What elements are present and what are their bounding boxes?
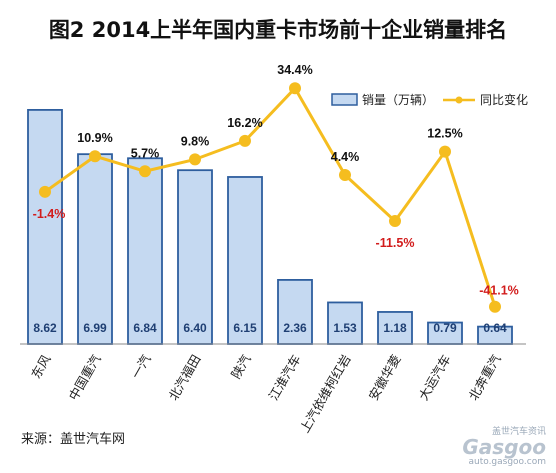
bar-5: [277, 279, 313, 345]
yoy-label-2: 5.7%: [131, 146, 160, 160]
yoy-point-6: [339, 169, 351, 182]
yoy-point-5: [289, 82, 301, 95]
legend-line-label: 同比变化: [480, 92, 528, 107]
bar-7: [377, 311, 413, 345]
yoy-point-0: [39, 185, 51, 198]
watermark-brand: Gasgoo: [462, 435, 546, 459]
bar-value-label-6: 1.53: [333, 321, 357, 335]
legend-line-marker: [455, 96, 463, 104]
category-label-9: 北奔重汽: [466, 352, 504, 403]
yoy-label-3: 9.8%: [181, 134, 210, 148]
watermark-url: auto.gasgoo.com: [468, 457, 546, 467]
category-label-7: 安徽华菱: [366, 352, 404, 403]
yoy-point-4: [239, 134, 251, 147]
category-label-3: 北汽福田: [166, 352, 204, 403]
bar-value-label-4: 6.15: [233, 321, 257, 335]
yoy-label-4: 16.2%: [227, 116, 262, 130]
yoy-label-9: -41.1%: [479, 284, 519, 298]
bar-2: [127, 157, 163, 345]
watermark-logo: 盖世汽车资讯 Gasgoo auto.gasgoo.com: [462, 424, 546, 467]
bar-1: [77, 153, 113, 345]
bar-value-label-8: 0.79: [433, 321, 457, 335]
yoy-point-2: [139, 165, 151, 178]
yoy-point-1: [89, 150, 101, 163]
category-label-4: 陕汽: [228, 352, 254, 382]
chart-title: 图2 2014上半年国内重卡市场前十企业销量排名: [48, 18, 508, 42]
bar-value-label-5: 2.36: [283, 321, 307, 335]
category-label-2: 一汽: [128, 352, 154, 382]
yoy-change-line: [44, 86, 497, 308]
bar-value-label-0: 8.62: [33, 321, 57, 335]
yoy-label-7: -11.5%: [376, 236, 415, 250]
yoy-point-7: [389, 215, 401, 228]
category-label-5: 江淮汽车: [266, 352, 304, 403]
bar-0: [27, 108, 63, 345]
yoy-label-0: -1.4%: [33, 207, 66, 221]
bar-3: [177, 169, 213, 345]
category-label-8: 大运汽车: [416, 352, 454, 403]
bar-value-label-2: 6.84: [133, 321, 157, 335]
legend-bar-swatch: [331, 93, 358, 106]
yoy-label-1: 10.9%: [77, 131, 112, 145]
bar-value-label-9: 0.64: [483, 321, 507, 335]
category-label-0: 东风: [28, 352, 54, 382]
watermark-top: 盖世汽车资讯: [491, 427, 546, 437]
yoy-label-6: 4.4%: [331, 150, 360, 164]
yoy-point-8: [439, 145, 451, 158]
yoy-point-3: [189, 153, 201, 166]
legend: 销量（万辆） 同比变化: [331, 92, 528, 107]
bar-4: [227, 176, 263, 345]
legend-bar-label: 销量（万辆）: [362, 93, 434, 107]
category-label-1: 中国重汽: [66, 352, 104, 403]
yoy-label-5: 34.4%: [277, 63, 312, 77]
source-note: 来源：盖世汽车网: [21, 432, 126, 447]
bar-value-label-1: 6.99: [83, 321, 107, 335]
category-label-6: 上汽依维柯红岩: [297, 352, 354, 435]
bar-value-label-3: 6.40: [183, 321, 207, 335]
yoy-label-8: 12.5%: [427, 127, 462, 141]
bar-value-label-7: 1.18: [383, 321, 407, 335]
yoy-point-9: [489, 300, 501, 313]
